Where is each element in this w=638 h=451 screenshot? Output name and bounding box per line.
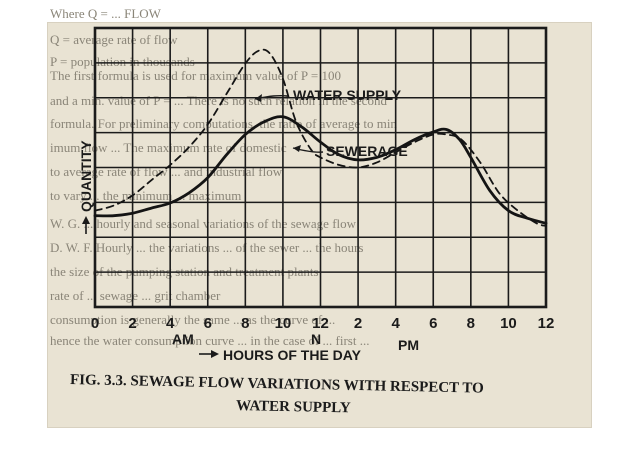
period-label-noon: N — [311, 331, 321, 347]
background-text-line: formula. For preliminary computations, t… — [50, 116, 397, 131]
x-tick-label: 8 — [241, 315, 249, 332]
x-tick-label: 10 — [500, 315, 517, 332]
series-line-water-supply — [94, 48, 547, 227]
background-text-line: Where Q = ... FLOW — [50, 6, 162, 21]
plot-frame — [93, 26, 548, 309]
x-tick-label: 12 — [538, 315, 555, 332]
period-label-pm: PM — [398, 337, 419, 353]
background-text-line: Q = average rate of flow — [50, 32, 178, 47]
x-tick-label: 2 — [354, 315, 362, 332]
series-label-water-supply: WATER SUPPLY — [293, 87, 402, 103]
figure-caption-line1: FIG. 3.3. SEWAGE FLOW VARIATIONS WITH RE… — [70, 372, 484, 397]
sewerage-arrow — [293, 145, 301, 152]
background-text-line: to vary ... the minimum ... maximum — [50, 188, 241, 203]
background-text-line: W. G. ... hourly and seasonal variations… — [50, 216, 357, 231]
background-text-line: D. W. F. Hourly ... the variations ... o… — [50, 240, 363, 255]
x-tick-label: 2 — [128, 315, 136, 332]
background-text: Where Q = ... FLOW Q = average rate of fl… — [50, 6, 397, 348]
background-text-line: imum flow ... The maximum rate of domest… — [50, 140, 287, 155]
y-axis-arrow-head — [82, 216, 90, 224]
water-supply-arrow — [255, 94, 262, 102]
x-tick-label: 6 — [204, 315, 212, 332]
x-tick-label: 4 — [391, 315, 400, 332]
series-label-sewerage: SEWERAGE — [326, 143, 408, 159]
series-line-sewerage — [93, 115, 548, 225]
period-label-am: AM — [172, 331, 194, 347]
background-text-line: and a min. value of P = ... There is no … — [50, 93, 387, 108]
chart-grid — [95, 28, 546, 307]
x-tick-label: 12 — [312, 315, 329, 332]
figure-caption-line2: WATER SUPPLY — [236, 398, 351, 416]
y-axis-title: QUANTITY — [78, 140, 94, 212]
background-text-line: rate of ... sewage ... grit chamber — [50, 288, 221, 303]
x-tick-labels: 0 2 4 6 8 10 12 2 4 6 8 10 12 — [91, 315, 555, 332]
x-tick-label: 8 — [467, 315, 475, 332]
background-text-line: The first formula is used for maximum va… — [50, 68, 341, 83]
y-axis-title-group: QUANTITY — [78, 140, 94, 234]
x-tick-label: 0 — [91, 315, 99, 332]
x-tick-label: 6 — [429, 315, 437, 332]
x-tick-label: 4 — [166, 315, 175, 332]
x-tick-label: 10 — [275, 315, 292, 332]
background-text-line: consumption is generally the same ... as… — [50, 312, 335, 327]
background-text-line: hence the water consumption curve ... in… — [50, 333, 369, 348]
scanned-page — [47, 22, 592, 428]
series-group — [93, 48, 548, 227]
x-axis-arrow-head — [211, 350, 219, 358]
background-text-line: P = population in thousands — [50, 54, 195, 69]
x-axis-title: HOURS OF THE DAY — [223, 347, 362, 363]
